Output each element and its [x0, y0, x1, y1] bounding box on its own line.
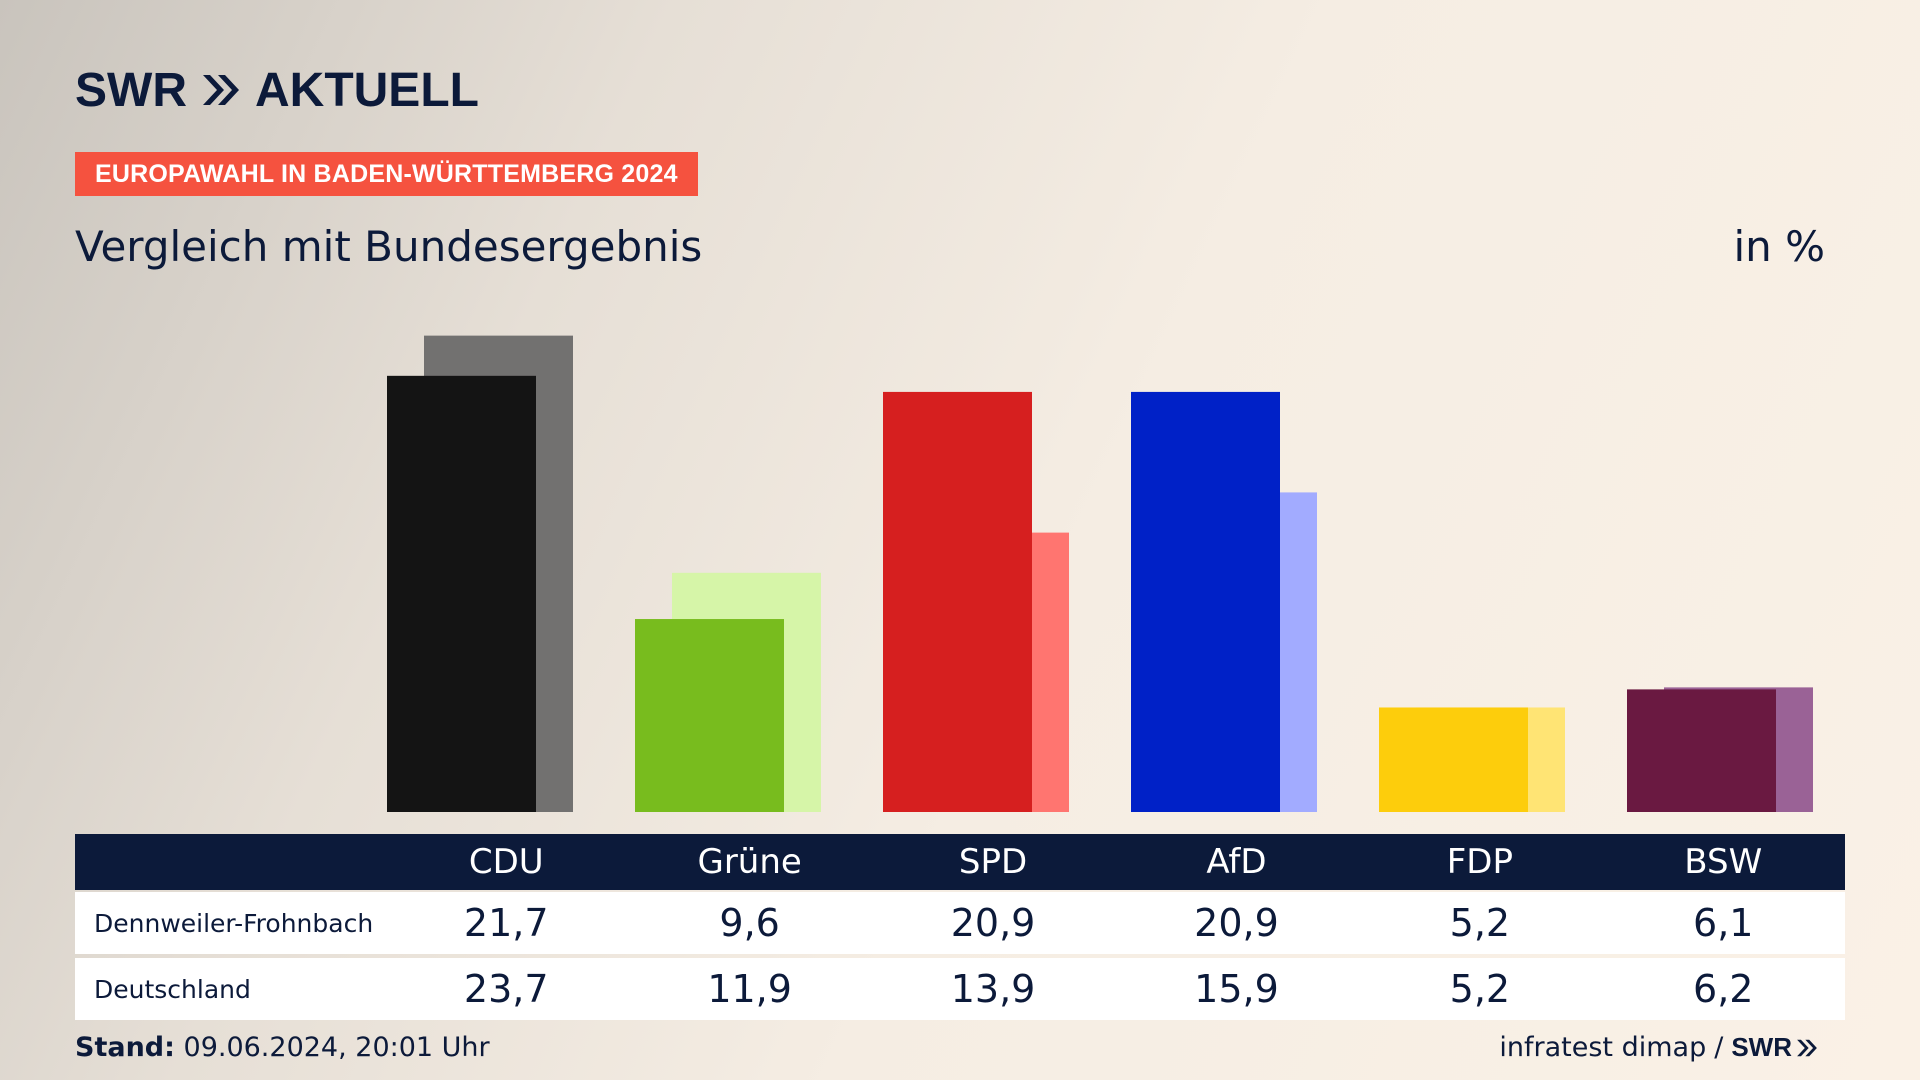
bar-local-gruene — [635, 619, 784, 812]
small-logo-text: SWR — [1731, 1032, 1792, 1062]
source-credit: infratest dimap / SWR — [1499, 1032, 1818, 1063]
source-name: infratest dimap — [1499, 1032, 1707, 1063]
bar-local-afd — [1131, 391, 1280, 812]
swr-aktuell-logo: SWR AKTUELL — [75, 64, 479, 117]
bar-local-fdp — [1379, 707, 1528, 812]
header-fdp: FDP — [1446, 842, 1513, 882]
results-table: CDU Grüne SPD AfD FDP BSW Dennweiler-Fro… — [75, 834, 1845, 1020]
stand-value: 09.06.2024, 20:01 Uhr — [183, 1032, 490, 1063]
table-row-local: Dennweiler-Frohnbach 21,7 9,6 20,9 20,9 … — [75, 892, 1845, 954]
unit-label: in % — [1733, 222, 1825, 271]
table-header: CDU Grüne SPD AfD FDP BSW — [75, 834, 1845, 890]
cell-local-afd: 20,9 — [1194, 901, 1279, 945]
stand-label: Stand: — [75, 1032, 175, 1063]
header-spd: SPD — [958, 842, 1028, 882]
cell-national-afd: 15,9 — [1194, 967, 1279, 1011]
header-bsw: BSW — [1684, 842, 1763, 882]
logo-swr-text: SWR — [75, 63, 187, 117]
bar-local-bsw — [1627, 689, 1776, 812]
header-cdu: CDU — [468, 842, 544, 882]
row-label-local: Dennweiler-Frohnbach — [94, 908, 374, 938]
logo-aktuell-text: AKTUELL — [254, 63, 479, 117]
bar-chart — [387, 335, 1813, 812]
election-tag: EUROPAWAHL IN BADEN-WÜRTTEMBERG 2024 — [75, 152, 698, 196]
timestamp: Stand: 09.06.2024, 20:01 Uhr — [75, 1032, 490, 1063]
source-separator: / — [1714, 1032, 1724, 1063]
cell-local-fdp: 5,2 — [1449, 901, 1511, 945]
cell-national-gruene: 11,9 — [707, 967, 792, 1011]
small-double-chevron-icon — [1797, 1039, 1817, 1056]
bar-local-cdu — [387, 375, 536, 812]
cell-national-cdu: 23,7 — [463, 967, 549, 1011]
double-chevron-right-icon — [202, 75, 239, 105]
swr-small-logo: SWR — [1731, 1032, 1818, 1063]
bar-local-spd — [883, 391, 1032, 812]
header-gruene: Grüne — [697, 842, 802, 882]
cell-national-fdp: 5,2 — [1449, 967, 1511, 1011]
cell-local-spd: 20,9 — [950, 901, 1036, 945]
cell-national-spd: 13,9 — [950, 967, 1036, 1011]
cell-national-bsw: 6,2 — [1693, 967, 1754, 1011]
cell-local-cdu: 21,7 — [463, 901, 549, 945]
cell-local-gruene: 9,6 — [719, 901, 780, 945]
header-afd: AfD — [1206, 842, 1267, 882]
cell-local-bsw: 6,1 — [1693, 901, 1754, 945]
table-row-national: Deutschland 23,7 11,9 13,9 15,9 5,2 6,2 — [75, 958, 1845, 1020]
chart-title: Vergleich mit Bundesergebnis — [75, 222, 703, 271]
row-label-national: Deutschland — [94, 974, 251, 1004]
